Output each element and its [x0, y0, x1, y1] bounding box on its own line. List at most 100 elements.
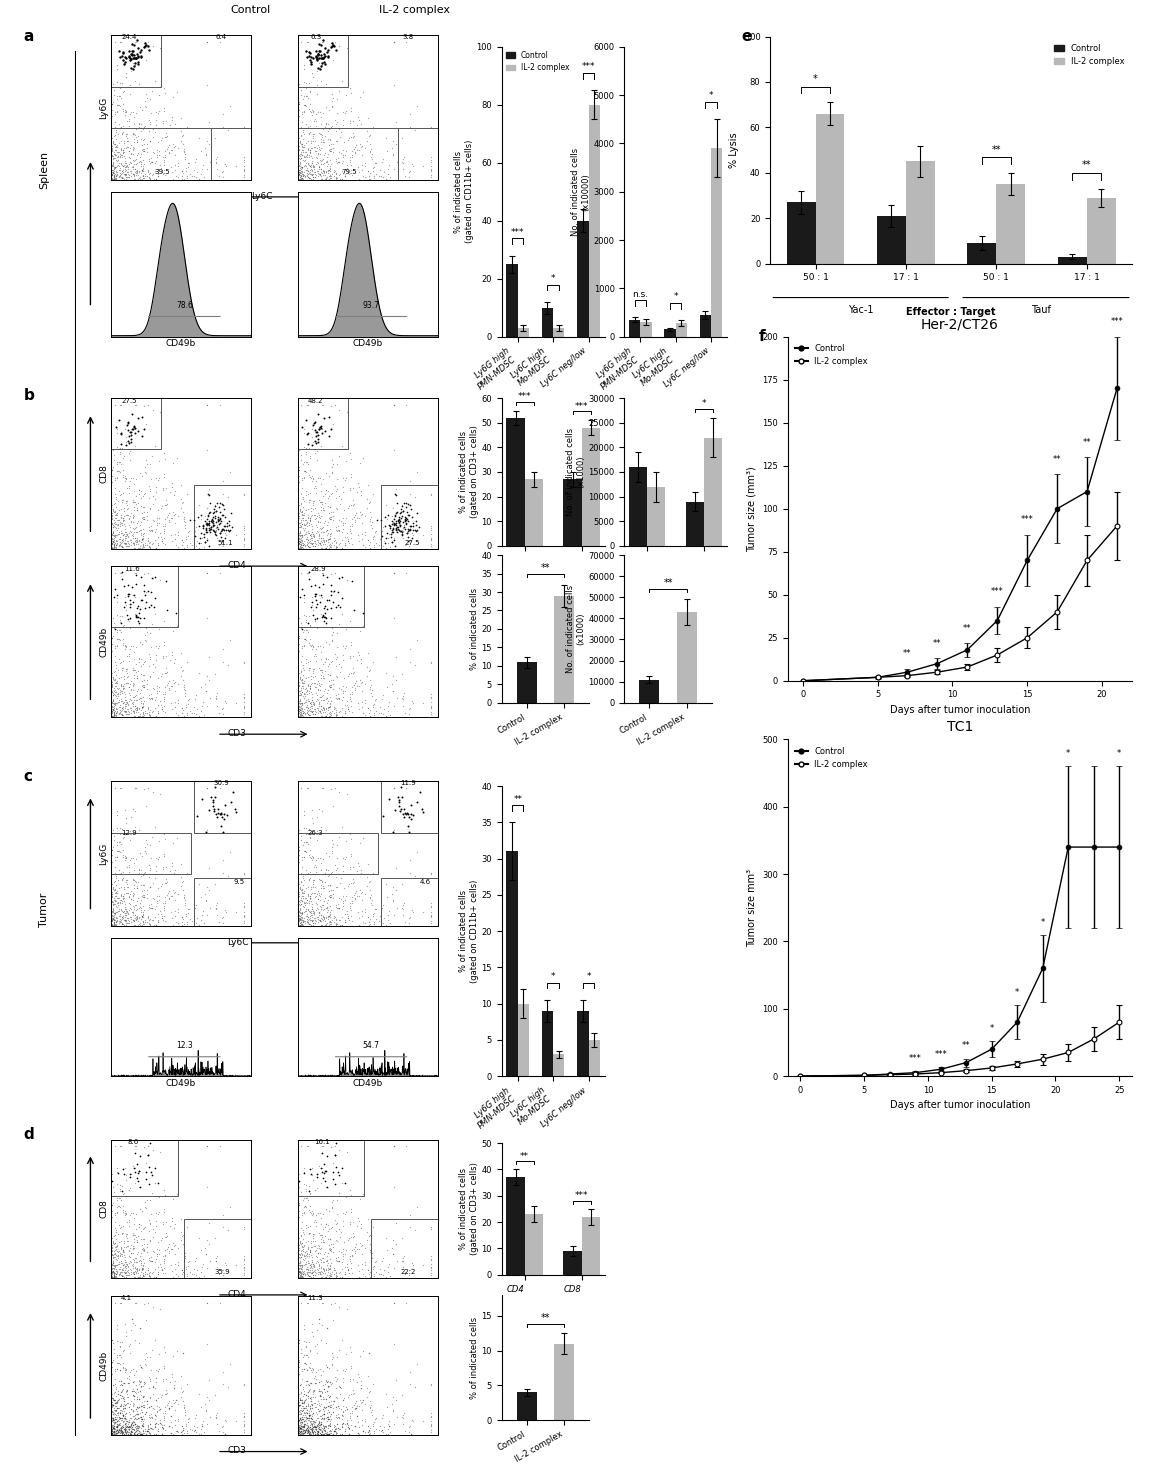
Point — [377, 662, 396, 685]
Point — [121, 697, 140, 720]
Point — [177, 526, 196, 549]
Point — [125, 663, 144, 687]
Point — [196, 505, 215, 529]
Point — [292, 524, 310, 548]
Point — [120, 1244, 139, 1268]
Point — [333, 865, 351, 889]
Point — [396, 534, 414, 558]
Point — [294, 908, 313, 931]
Point — [166, 647, 184, 671]
Point — [112, 881, 131, 905]
Point — [421, 527, 440, 550]
Point — [314, 47, 333, 70]
Point — [330, 698, 349, 722]
Point — [299, 701, 317, 725]
Point — [385, 505, 404, 529]
Point — [134, 673, 153, 697]
Point — [328, 892, 347, 915]
Point — [119, 821, 138, 845]
Point — [315, 1414, 334, 1438]
Point — [120, 468, 139, 492]
Point — [288, 1419, 307, 1442]
Point — [302, 895, 321, 918]
Point — [124, 1410, 142, 1433]
Point — [124, 671, 142, 694]
Point — [197, 511, 216, 534]
Point — [322, 482, 341, 505]
Point — [140, 452, 159, 476]
Point — [373, 805, 392, 829]
Point — [133, 701, 152, 725]
Point — [102, 1363, 120, 1386]
Point — [310, 490, 329, 514]
Point — [315, 537, 334, 561]
Point — [184, 508, 203, 531]
Point — [146, 656, 165, 679]
Point — [235, 154, 253, 177]
Point — [138, 878, 156, 902]
Point — [113, 703, 132, 726]
Point — [321, 903, 340, 927]
Point — [102, 31, 120, 54]
Point — [309, 403, 328, 426]
Point — [151, 899, 169, 922]
Point — [113, 605, 132, 628]
Point — [118, 489, 137, 512]
Point — [363, 1398, 382, 1422]
Point — [117, 163, 135, 186]
Point — [205, 776, 224, 799]
Point — [299, 881, 317, 905]
Point — [336, 1202, 355, 1225]
Point — [327, 1422, 345, 1445]
Point — [105, 1373, 124, 1397]
Point — [113, 912, 132, 935]
Point — [154, 110, 173, 133]
Point — [118, 902, 137, 925]
Point — [317, 1401, 336, 1424]
Point — [321, 167, 340, 190]
Point — [104, 1405, 123, 1429]
Point — [105, 776, 124, 799]
Point — [348, 649, 366, 672]
Point — [132, 691, 151, 714]
Point — [299, 130, 317, 154]
Point — [112, 160, 131, 183]
Point — [119, 1417, 138, 1441]
Point — [330, 1296, 349, 1319]
Point — [184, 1414, 203, 1438]
Point — [314, 129, 333, 152]
Point — [114, 132, 133, 155]
Point — [125, 698, 144, 722]
Point — [309, 701, 328, 725]
Point — [172, 1228, 190, 1252]
Point — [117, 520, 135, 543]
Point — [361, 912, 379, 935]
Point — [112, 136, 131, 160]
Point — [310, 1247, 329, 1271]
Point — [303, 1357, 322, 1381]
Point — [312, 1363, 330, 1386]
Point — [107, 1422, 126, 1445]
Point — [393, 802, 412, 826]
Point — [128, 1422, 147, 1445]
Point — [358, 1376, 377, 1400]
Point — [112, 482, 131, 505]
Point — [125, 883, 144, 906]
Point — [112, 1379, 131, 1403]
Point — [107, 1262, 126, 1285]
Point — [165, 832, 183, 855]
Point — [134, 1256, 153, 1280]
Point — [197, 1135, 216, 1158]
Point — [105, 524, 124, 548]
Point — [319, 695, 337, 719]
Point — [300, 161, 319, 184]
Point — [104, 877, 123, 900]
Point — [113, 536, 132, 559]
Point — [235, 650, 253, 673]
Point — [322, 1422, 341, 1445]
Point — [106, 1414, 125, 1438]
Point — [117, 1321, 135, 1344]
Point — [296, 877, 315, 900]
Point — [303, 688, 322, 712]
Point — [301, 114, 320, 138]
